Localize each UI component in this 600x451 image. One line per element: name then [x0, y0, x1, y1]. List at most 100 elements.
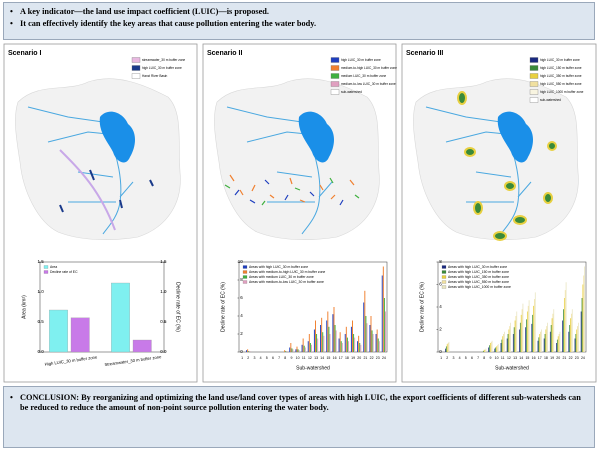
x-tick-label: 19	[351, 356, 355, 360]
y-tick-label: 4	[439, 304, 442, 309]
x-tick-label: 8	[284, 356, 286, 360]
x-tick-label: 4	[459, 356, 461, 360]
bar	[580, 311, 582, 352]
bar	[298, 350, 300, 352]
bar	[359, 343, 361, 352]
bar	[344, 334, 346, 352]
x-tick-label: 17	[538, 356, 542, 360]
map-legend-label: high LUIC_1000 m buffer zone	[540, 90, 584, 94]
bar	[378, 341, 380, 352]
bar	[581, 298, 583, 352]
legend-swatch	[441, 265, 447, 269]
legend-swatch	[529, 89, 539, 95]
bar	[544, 334, 546, 352]
legend-swatch	[330, 57, 340, 63]
bar	[49, 309, 68, 353]
bar	[352, 320, 353, 352]
x-axis-label: Sub-watershed	[495, 365, 529, 371]
bar	[495, 347, 497, 352]
bar	[500, 343, 502, 352]
x-tick-label: 10	[495, 356, 499, 360]
x-tick-label: 2	[446, 356, 448, 360]
legend-swatch	[131, 73, 141, 79]
bar	[520, 314, 522, 352]
bar	[301, 344, 303, 352]
bar	[358, 335, 360, 352]
bar	[372, 334, 374, 352]
legend-label: Areas with high LUIC_550 m buffer zone	[448, 280, 509, 284]
bar	[295, 349, 297, 352]
bar	[563, 309, 564, 352]
y-tick-label: 6	[439, 282, 442, 287]
y-axis-label: Decline rate of EC (%)	[220, 282, 226, 332]
bar	[575, 334, 577, 352]
map-legend-label: Hanzi River Basin	[142, 74, 168, 78]
bar	[291, 348, 293, 352]
bar	[247, 349, 249, 352]
bar	[526, 311, 528, 352]
header: A key indicator—the land use impact coef…	[3, 2, 595, 40]
y2-axis-label: Decline rate of EC (%)	[175, 282, 181, 332]
map	[213, 78, 380, 241]
bullet: A key indicator—the land use impact coef…	[10, 7, 588, 17]
bar	[369, 325, 371, 352]
bar	[515, 316, 517, 352]
bar	[307, 341, 309, 352]
bar	[308, 334, 310, 352]
legend-label: Areas with high LUIC_350 m buffer zone	[448, 275, 509, 279]
x-tick-label: 20	[357, 356, 361, 360]
x-tick-label: 10	[296, 356, 300, 360]
bar	[286, 351, 288, 352]
bar	[329, 334, 331, 352]
bar	[304, 347, 306, 352]
plot-frame	[238, 261, 388, 353]
bar	[565, 282, 567, 352]
legend-swatch	[43, 265, 49, 269]
bar	[366, 323, 368, 352]
x-tick-label: 2	[247, 356, 249, 360]
bar	[132, 339, 152, 353]
bar	[382, 266, 384, 352]
buffer-blobs	[457, 91, 557, 241]
legend-label: Areas with high LUIC_30 m buffer zone	[249, 265, 308, 269]
bar	[503, 334, 504, 352]
x-tick-label: 11	[501, 356, 505, 360]
y-tick-label: 1.0	[37, 289, 44, 294]
bar	[528, 300, 530, 352]
bar	[384, 311, 386, 352]
bar	[315, 320, 316, 352]
bar	[310, 344, 312, 352]
bar	[375, 334, 377, 352]
x-tick-label: 1	[440, 356, 442, 360]
bar	[327, 311, 329, 352]
x-tick-label: 21	[363, 356, 367, 360]
bar	[571, 309, 573, 352]
bar	[508, 329, 510, 352]
bar	[543, 338, 545, 352]
x-tick-label: 11	[302, 356, 306, 360]
map-legend-label: high LUIC_30 m buffer zone	[341, 58, 381, 62]
x-tick-label: 5	[465, 356, 467, 360]
x-tick-label: 3	[253, 356, 255, 360]
bar	[547, 322, 548, 352]
map-legend-label: high LUIC_30 m buffer zone	[540, 58, 580, 62]
x-tick-label: 1	[241, 356, 243, 360]
bar	[564, 290, 566, 352]
bar	[371, 330, 373, 352]
bar	[338, 338, 340, 352]
bar	[521, 309, 523, 352]
bar	[309, 343, 311, 352]
bar	[559, 331, 561, 352]
bar	[341, 343, 343, 352]
legend-swatch	[242, 265, 248, 269]
bar	[582, 284, 584, 352]
bar	[497, 345, 498, 352]
bar	[316, 334, 318, 352]
bar	[302, 338, 304, 352]
x-tick-label: 12	[308, 356, 312, 360]
y-tick-label: 0	[240, 349, 243, 354]
bar	[448, 341, 450, 352]
bar	[541, 329, 542, 352]
y-axis-label: Area (km²)	[21, 295, 27, 319]
bar	[510, 322, 511, 352]
